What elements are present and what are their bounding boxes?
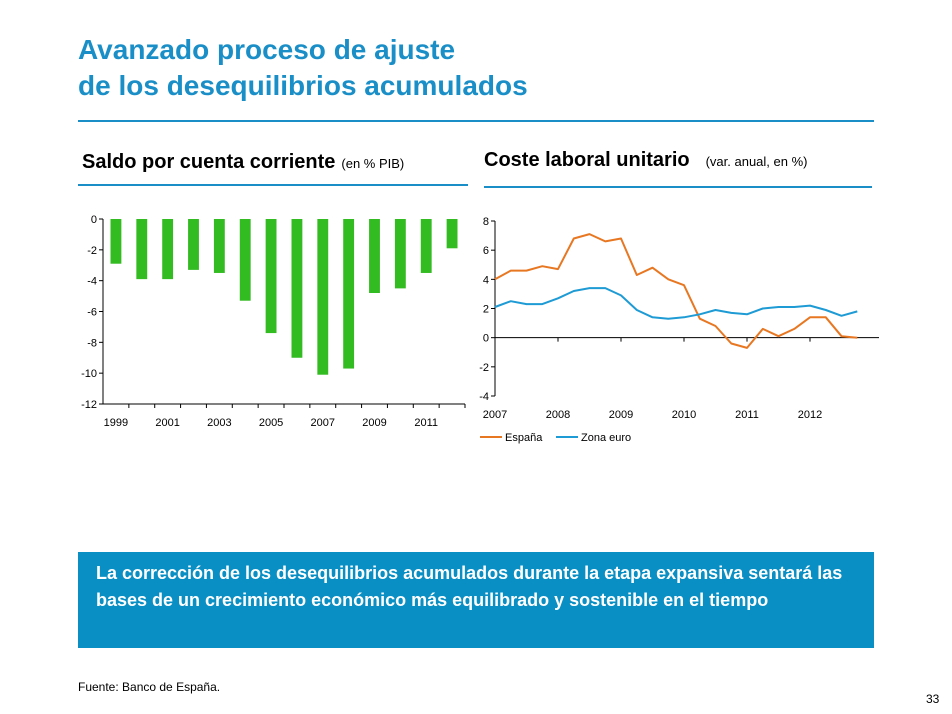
bar-chart-y-tick-label: 0	[91, 214, 97, 226]
line-chart-x-tick-label: 2010	[672, 409, 696, 421]
line-chart-x-tick-label: 2012	[798, 409, 822, 421]
bar-chart-y-tick-label: -4	[87, 276, 97, 288]
bar-2003	[213, 219, 225, 273]
line-chart-y-tick-label: 4	[483, 274, 489, 286]
line-chart-y-tick-label: 0	[483, 333, 489, 345]
bar-chart-y-tick-label: -8	[87, 337, 97, 349]
bar-chart-x-tick-label: 2011	[414, 417, 438, 429]
line-chart-unit: (var. anual, en %)	[705, 154, 808, 169]
bar-2011	[420, 219, 432, 273]
series-line-espana	[494, 233, 858, 349]
line-chart-x-tick-label: 2009	[609, 409, 633, 421]
bar-chart-heading: Saldo por cuenta corriente (en % PIB)	[82, 150, 404, 176]
bar-chart-title: Saldo por cuenta corriente	[82, 151, 336, 173]
line-chart-y-tick-label: 6	[483, 245, 489, 257]
line-chart-y-tick-label: 2	[483, 304, 489, 316]
line-chart-x-tick-label: 2011	[735, 409, 759, 421]
line-chart-title: Coste laboral unitario	[484, 149, 690, 171]
bar-chart-unit: (en % PIB)	[341, 156, 405, 171]
line-chart-x-tick-label: 2008	[546, 409, 570, 421]
bar-chart-x-tick-label: 2001	[155, 417, 179, 429]
bar-2007	[317, 219, 329, 375]
bar-1999	[110, 219, 122, 264]
page-title-line2: de los desequilibrios acumulados	[78, 70, 528, 101]
bar-chart-x-tick-label: 1999	[104, 417, 128, 429]
line-chart-y-tick-label: 8	[483, 216, 489, 228]
bar-2008	[343, 219, 355, 369]
bar-2004	[239, 219, 251, 301]
bar-chart-y-tick-label: -12	[81, 399, 97, 411]
bar-2002	[188, 219, 199, 270]
line-chart-x-tick-label: 2007	[483, 409, 507, 421]
bar-2009	[369, 219, 380, 293]
page-title: Avanzado proceso de ajuste de los desequ…	[78, 32, 528, 104]
bar-2006	[291, 219, 303, 358]
bar-2000	[136, 219, 148, 280]
source-note: Fuente: Banco de España.	[78, 680, 221, 694]
bar-2001	[162, 219, 174, 280]
page-title-line1: Avanzado proceso de ajuste	[78, 34, 456, 65]
legend-label-zona-euro: Zona euro	[581, 432, 631, 444]
bar-chart-divider	[78, 184, 468, 186]
series-line-zona-euro	[494, 287, 858, 320]
bar-chart-y-tick-label: -6	[87, 307, 97, 319]
conclusion-text: La corrección de los desequilibrios acum…	[96, 563, 843, 610]
line-chart-divider	[484, 186, 872, 188]
line-chart-y-tick-label: -2	[479, 362, 489, 374]
line-chart-y-tick-label: -4	[479, 391, 489, 403]
bar-2010	[394, 219, 406, 289]
bar-chart-y-tick-label: -2	[87, 245, 97, 257]
bar-chart-x-tick-label: 2009	[362, 417, 386, 429]
bar-chart-x-tick-label: 2007	[311, 417, 335, 429]
bar-chart-x-tick-label: 2005	[259, 417, 283, 429]
bar-2005	[265, 219, 277, 334]
bar-chart-y-tick-label: -10	[81, 368, 97, 380]
page-number: 33	[926, 692, 940, 706]
bar-chart-x-tick-label: 2003	[207, 417, 231, 429]
bar-2012	[446, 219, 458, 249]
conclusion-callout: La corrección de los desequilibrios acum…	[78, 552, 874, 648]
title-divider	[78, 120, 874, 122]
line-chart-heading: Coste laboral unitario (var. anual, en %)	[484, 148, 807, 174]
legend-label-espana: España	[505, 432, 543, 444]
